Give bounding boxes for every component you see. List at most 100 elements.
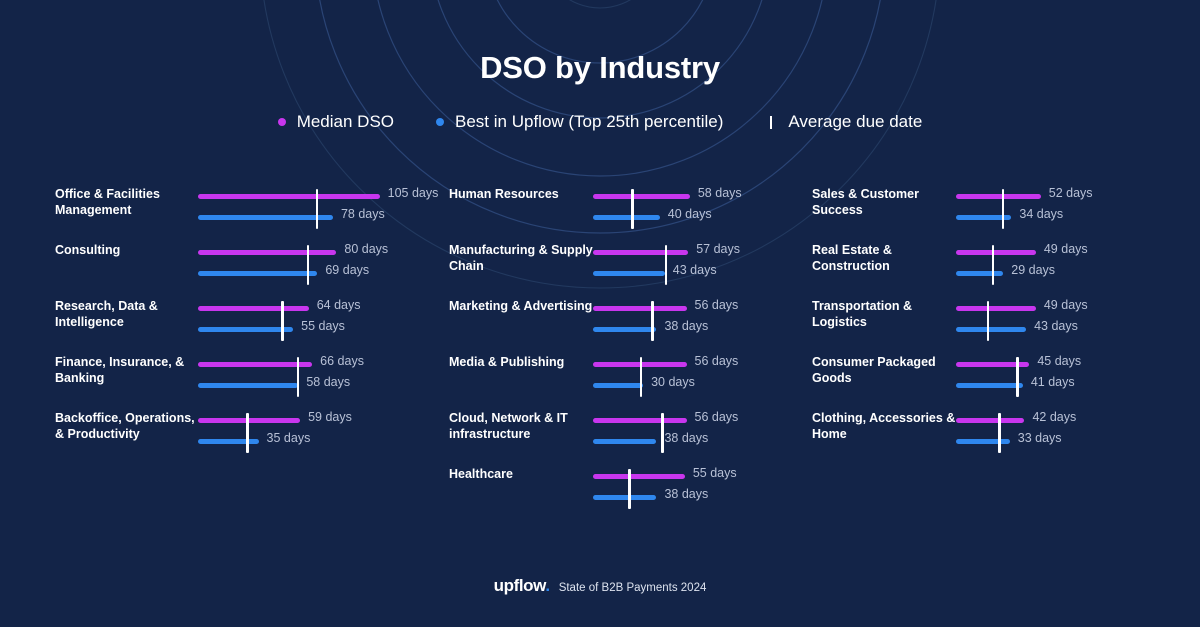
- best-bar[interactable]: [593, 439, 657, 444]
- median-value-label: 45 days: [1037, 354, 1082, 368]
- median-barline: 56 days: [593, 298, 805, 321]
- best-bar[interactable]: [956, 383, 1023, 388]
- best-barline: 69 days: [198, 263, 440, 286]
- median-value-label: 66 days: [320, 354, 364, 368]
- row-category-label: Office & Facilities Management: [55, 187, 160, 217]
- best-barline: 58 days: [198, 375, 440, 398]
- row-category-label: Media & Publishing: [449, 355, 565, 369]
- median-barline: 52 days: [956, 186, 1200, 209]
- best-bar[interactable]: [198, 215, 333, 220]
- median-bar[interactable]: [198, 418, 301, 423]
- best-bar[interactable]: [593, 327, 657, 332]
- chart-row: Consumer Packaged Goods 45 days 41 days: [812, 344, 1200, 400]
- median-value-label: 59 days: [308, 410, 352, 424]
- median-barline: 56 days: [593, 410, 805, 433]
- median-bar[interactable]: [198, 306, 309, 311]
- best-bar[interactable]: [198, 327, 294, 332]
- median-bar[interactable]: [956, 418, 1025, 423]
- average-due-date-marker: [664, 245, 668, 285]
- median-barline: 59 days: [198, 410, 440, 433]
- median-bar[interactable]: [593, 250, 689, 255]
- legend-label-best: Best in Upflow (Top 25th percentile): [455, 112, 724, 131]
- row-category-label: Consulting: [55, 243, 121, 257]
- best-value-label: 30 days: [651, 375, 695, 389]
- median-bar[interactable]: [956, 306, 1036, 311]
- best-barline: 38 days: [593, 487, 805, 510]
- row-category-label: Finance, Insurance, & Banking: [55, 355, 185, 385]
- best-bar[interactable]: [593, 495, 657, 500]
- row-bars: 56 days 38 days: [593, 400, 805, 454]
- median-bar[interactable]: [956, 362, 1030, 367]
- legend-label-median: Median DSO: [296, 112, 395, 131]
- best-value-label: 40 days: [667, 207, 712, 221]
- median-value-label: 56 days: [694, 410, 739, 424]
- best-bar[interactable]: [198, 439, 259, 444]
- best-barline: 30 days: [593, 375, 805, 398]
- due-date-tick-icon: [770, 115, 773, 129]
- median-barline: 49 days: [956, 298, 1200, 321]
- best-bar[interactable]: [593, 215, 660, 220]
- row-bars: 49 days 43 days: [956, 288, 1200, 342]
- median-bar[interactable]: [593, 194, 690, 199]
- row-bars: 45 days 41 days: [956, 344, 1200, 398]
- best-bar[interactable]: [956, 215, 1012, 220]
- chart-column-2: Human Resources 58 days 40 days Manufacturi…: [440, 176, 805, 512]
- median-bar[interactable]: [198, 194, 380, 199]
- best-bar[interactable]: [593, 271, 665, 276]
- row-bars: 57 days 43 days: [593, 232, 805, 286]
- logo-dot-icon: .: [545, 576, 550, 595]
- best-bar[interactable]: [198, 271, 318, 276]
- chart-row: Clothing, Accessories & Home 42 days 33 da…: [812, 400, 1200, 456]
- best-value-label: 55 days: [301, 319, 345, 333]
- legend-item-median[interactable]: Median DSO: [277, 112, 395, 132]
- average-due-date-marker: [1016, 357, 1019, 397]
- median-value-label: 56 days: [694, 298, 739, 312]
- row-category-label: Healthcare: [449, 467, 513, 481]
- best-value-label: 58 days: [306, 375, 351, 389]
- median-bar[interactable]: [593, 306, 687, 311]
- median-barline: 45 days: [956, 354, 1200, 377]
- best-value-label: 38 days: [664, 431, 709, 445]
- median-bar[interactable]: [956, 250, 1036, 255]
- row-category-label: Human Resources: [449, 187, 559, 201]
- median-bar[interactable]: [593, 474, 685, 479]
- legend-item-best[interactable]: Best in Upflow (Top 25th percentile): [436, 112, 723, 132]
- best-value-label: 69 days: [325, 263, 370, 277]
- best-bar[interactable]: [198, 383, 299, 388]
- median-bar[interactable]: [593, 418, 687, 423]
- best-barline: 40 days: [593, 207, 805, 230]
- best-bar[interactable]: [956, 271, 1004, 276]
- row-bars: 49 days 29 days: [956, 232, 1200, 286]
- chart-row: Cloud, Network & IT infrastructure 56 day…: [449, 400, 805, 456]
- median-barline: 66 days: [198, 354, 440, 377]
- best-value-label: 43 days: [1034, 319, 1078, 333]
- chart-row: Finance, Insurance, & Banking 66 days 58 d…: [55, 344, 440, 400]
- best-bar[interactable]: [956, 327, 1027, 332]
- legend-label-due-date: Average due date: [788, 112, 923, 131]
- average-due-date-marker: [998, 413, 1001, 453]
- median-bar[interactable]: [198, 362, 313, 367]
- best-barline: 33 days: [956, 431, 1200, 454]
- best-value-label: 35 days: [266, 431, 311, 445]
- chart-row: Backoffice, Operations, & Productivity 59…: [55, 400, 440, 456]
- chart-row: Media & Publishing 56 days 30 days: [449, 344, 805, 400]
- median-barline: 57 days: [593, 242, 805, 265]
- row-category-label: Sales & Customer Success: [812, 187, 919, 217]
- median-bar[interactable]: [956, 194, 1041, 199]
- best-barline: 38 days: [593, 319, 805, 342]
- average-due-date-marker: [1001, 189, 1005, 229]
- chart-row: Office & Facilities Management 105 days 78…: [55, 176, 440, 232]
- average-due-date-marker: [639, 357, 643, 397]
- best-barline: 43 days: [593, 263, 805, 286]
- footer-note: State of B2B Payments 2024: [558, 582, 707, 594]
- average-due-date-marker: [246, 413, 249, 453]
- best-bar[interactable]: [956, 439, 1010, 444]
- median-bar[interactable]: [198, 250, 337, 255]
- chart-row: Manufacturing & Supply Chain 57 days 43 da…: [449, 232, 805, 288]
- best-value-label: 78 days: [340, 207, 385, 221]
- chart-columns: Office & Facilities Management 105 days 78…: [0, 176, 1200, 512]
- best-barline: 38 days: [593, 431, 805, 454]
- median-barline: 58 days: [593, 186, 805, 209]
- best-bar[interactable]: [593, 383, 644, 388]
- legend-item-due-date[interactable]: Average due date: [765, 112, 922, 132]
